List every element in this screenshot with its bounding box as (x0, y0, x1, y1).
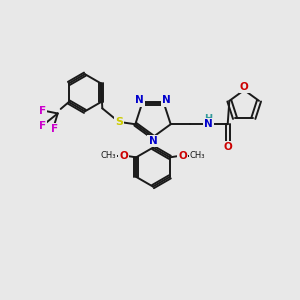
Text: N: N (204, 119, 213, 129)
Text: N: N (148, 136, 158, 146)
Text: O: O (223, 142, 232, 152)
Text: O: O (178, 151, 187, 161)
Text: O: O (119, 151, 128, 161)
Text: F: F (38, 121, 46, 131)
Text: F: F (38, 106, 46, 116)
Text: F: F (50, 124, 58, 134)
Text: O: O (240, 82, 249, 92)
Text: N: N (162, 95, 171, 106)
Text: CH₃: CH₃ (190, 152, 205, 160)
Text: N: N (135, 95, 144, 106)
Text: CH₃: CH₃ (101, 152, 116, 160)
Text: S: S (115, 117, 123, 127)
Text: H: H (204, 114, 212, 124)
